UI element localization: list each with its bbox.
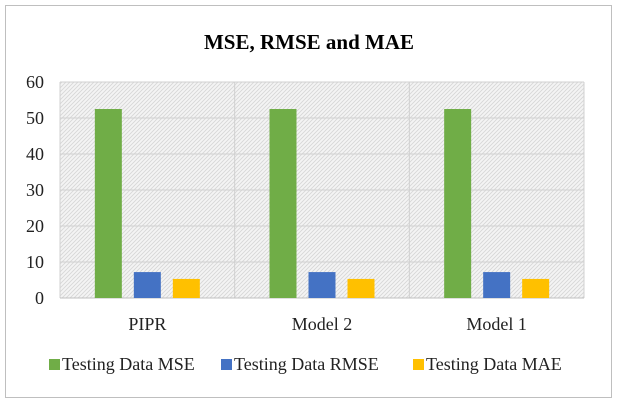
y-tick-label: 10 <box>26 252 44 272</box>
x-tick-label: Model 1 <box>466 314 527 334</box>
gridlines <box>59 81 585 299</box>
bar-testing-data-mae-pipr <box>172 278 200 298</box>
legend-label: Testing Data RMSE <box>234 354 379 374</box>
y-tick-label: 50 <box>26 108 44 128</box>
y-tick-label: 60 <box>26 72 44 92</box>
legend: Testing Data MSE Testing Data RMSE Testing… <box>49 354 562 374</box>
axis-ticks: 0 10 20 30 40 50 60 PIPR Model 2 Model 1 <box>26 72 527 334</box>
x-tick-label: PIPR <box>128 314 166 334</box>
bar-testing-data-mse-pipr <box>94 109 122 298</box>
y-tick-label: 0 <box>35 288 44 308</box>
x-tick-label: Model 2 <box>292 314 353 334</box>
bar-testing-data-rmse-model-1 <box>483 272 511 298</box>
bar-testing-data-rmse-pipr <box>133 272 161 298</box>
y-tick-label: 30 <box>26 180 44 200</box>
chart-title: MSE, RMSE and MAE <box>204 30 414 54</box>
legend-label: Testing Data MSE <box>62 354 195 374</box>
bar-testing-data-mse-model-1 <box>444 109 472 298</box>
legend-swatch <box>49 359 60 370</box>
bar-testing-data-rmse-model-2 <box>308 272 336 298</box>
bar-testing-data-mae-model-2 <box>347 278 375 298</box>
legend-swatch <box>221 359 232 370</box>
bars <box>94 109 550 298</box>
bar-testing-data-mse-model-2 <box>269 109 297 298</box>
bar-testing-data-mae-model-1 <box>522 278 550 298</box>
y-tick-label: 40 <box>26 144 44 164</box>
legend-swatch <box>413 359 424 370</box>
y-tick-label: 20 <box>26 216 44 236</box>
legend-label: Testing Data MAE <box>426 354 562 374</box>
